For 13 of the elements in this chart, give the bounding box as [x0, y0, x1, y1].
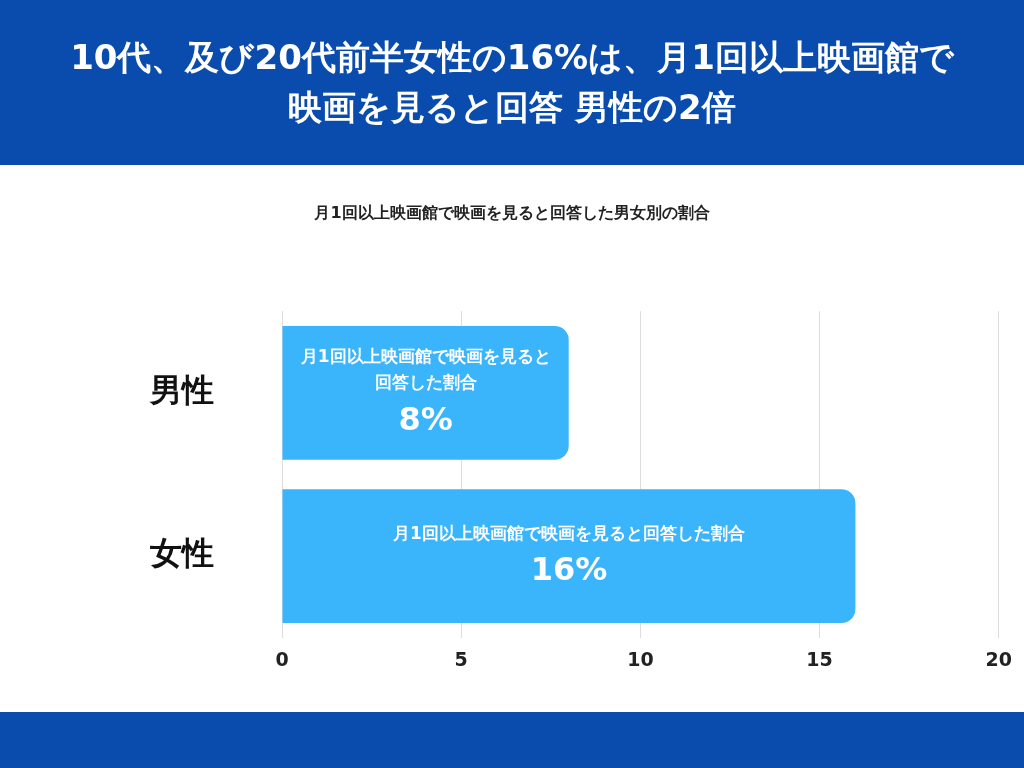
series-label: 月1回以上映画館で映画を見ると回答した割合 [299, 346, 551, 393]
data-label: 8% [398, 400, 453, 439]
y-tick-label: 男性 [149, 371, 214, 410]
x-tick-label: 10 [627, 648, 654, 671]
x-tick-label: 0 [275, 648, 289, 671]
text: 月1回以上映画館で映画を見ると回答した割合 [393, 522, 745, 543]
chart-subtitle: 月1回以上映画館で映画を見ると回答した男女別の割合 [313, 203, 711, 224]
x-tick-label: 15 [806, 648, 833, 671]
x-tick-label: 5 [454, 648, 468, 671]
data-label: 16% [530, 550, 608, 589]
x-tick-label: 20 [985, 648, 1013, 671]
chart-title: 10代、及び20代前半女性の16%は、月1回以上映画館で映画を見ると回答 男性の2倍 [69, 36, 955, 129]
y-tick-label: 女性 [149, 534, 214, 573]
